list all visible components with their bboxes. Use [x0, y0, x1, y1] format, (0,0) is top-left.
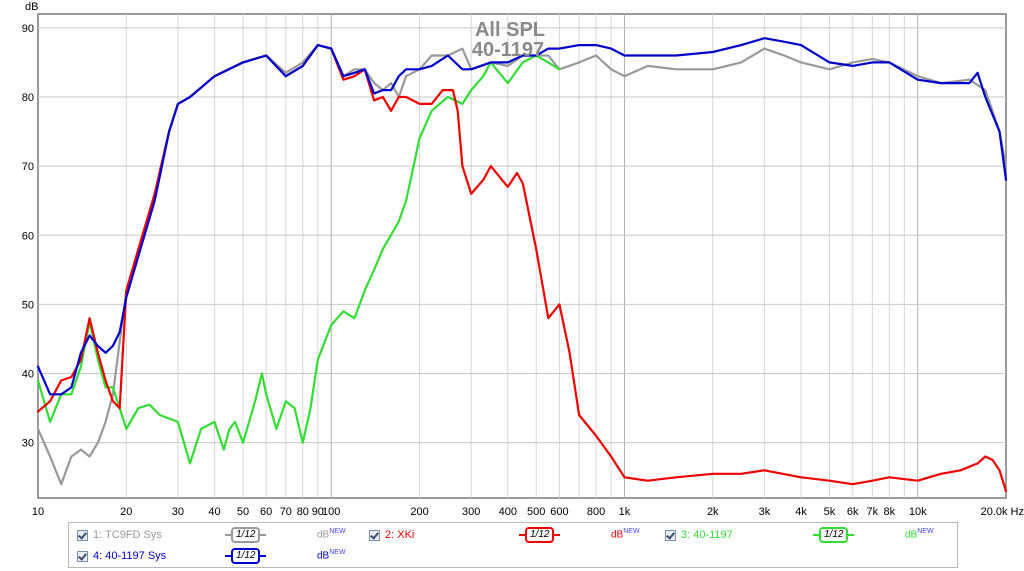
x-tick-label: 6k: [847, 506, 859, 518]
unit-toggle-1[interactable]: dBNEW: [317, 528, 346, 541]
x-tick-label: 40: [208, 506, 220, 518]
chart-title: All SPL: [475, 19, 545, 41]
x-tick-label: 5k: [824, 506, 836, 518]
smoothing-badge-3[interactable]: 1/12: [813, 525, 855, 545]
series-line-4: [36, 37, 1008, 396]
smoothing-label-2: 1/12: [525, 527, 555, 543]
checkbox-2[interactable]: [369, 529, 380, 541]
x-tick-label: 10: [32, 506, 44, 518]
unit-toggle-3[interactable]: dBNEW: [905, 528, 934, 541]
checkbox-1[interactable]: [77, 529, 88, 541]
legend: 1: TC9FD Sys 1/12 dBNEW 2: XKi 1/12 dBNE…: [68, 522, 958, 568]
x-tick-label: 8k: [883, 506, 895, 518]
y-tick-label: 30: [22, 438, 34, 450]
x-tick-label: 200: [410, 506, 428, 518]
legend-label-2: 2: XKi: [385, 529, 415, 541]
x-tick-label: 80: [297, 506, 309, 518]
x-tick-label: 70: [280, 506, 292, 518]
y-tick-label: 70: [22, 161, 34, 173]
series-group: [36, 37, 1008, 493]
unit-toggle-2[interactable]: dBNEW: [611, 528, 640, 541]
legend-item-4[interactable]: 4: 40-1197 Sys: [77, 546, 166, 566]
grid: [38, 14, 1006, 498]
x-tick-label: 3k: [759, 506, 771, 518]
x-tick-label: 50: [237, 506, 249, 518]
y-tick-label: 90: [22, 23, 34, 35]
y-tick-label: 60: [22, 230, 34, 242]
legend-label-4: 4: 40-1197 Sys: [93, 550, 167, 562]
x-tick-label: 20: [120, 506, 132, 518]
y-tick-label: 50: [22, 299, 34, 311]
x-tick-label: 600: [550, 506, 568, 518]
smoothing-label-3: 1/12: [819, 527, 849, 543]
x-tick-label: 1k: [619, 506, 631, 518]
smoothing-badge-4[interactable]: 1/12: [225, 546, 267, 566]
x-tick-label: 30: [172, 506, 184, 518]
checkbox-4[interactable]: [77, 550, 88, 562]
chart-subtitle: 40-1197: [472, 39, 544, 61]
x-tick-label: 800: [587, 506, 605, 518]
y-tick-label: 80: [22, 92, 34, 104]
unit-toggle-4[interactable]: dBNEW: [317, 549, 346, 562]
x-tick-label: 400: [499, 506, 517, 518]
y-tick-label: 40: [22, 369, 34, 381]
x-tick-label: 500: [527, 506, 545, 518]
y-axis-ticks: 30 40 50 60 70 80 90: [22, 23, 34, 450]
y-axis-label: dB: [25, 1, 38, 13]
smoothing-badge-2[interactable]: 1/12: [519, 525, 561, 545]
legend-item-3[interactable]: 3: 40-1197: [665, 525, 733, 545]
legend-label-3: 3: 40-1197: [681, 529, 733, 541]
series-line-2: [36, 43, 1008, 493]
legend-item-1[interactable]: 1: TC9FD Sys: [77, 525, 162, 545]
checkbox-3[interactable]: [665, 529, 676, 541]
plot-area: [37, 13, 1007, 499]
x-tick-label: 90: [312, 506, 324, 518]
smoothing-badge-1[interactable]: 1/12: [225, 525, 267, 545]
x-tick-label: 20.0k Hz: [981, 506, 1024, 518]
x-tick-label: 7k: [866, 506, 878, 518]
x-tick-label: 300: [462, 506, 480, 518]
smoothing-label-4: 1/12: [231, 548, 261, 564]
x-tick-label: 60: [260, 506, 272, 518]
legend-label-1: 1: TC9FD Sys: [93, 529, 162, 541]
x-tick-label: 4k: [795, 506, 807, 518]
smoothing-label-1: 1/12: [231, 527, 261, 543]
x-tick-label: 100: [322, 506, 340, 518]
x-tick-label: 10k: [909, 506, 927, 518]
x-tick-label: 2k: [707, 506, 719, 518]
legend-item-2[interactable]: 2: XKi: [369, 525, 414, 545]
